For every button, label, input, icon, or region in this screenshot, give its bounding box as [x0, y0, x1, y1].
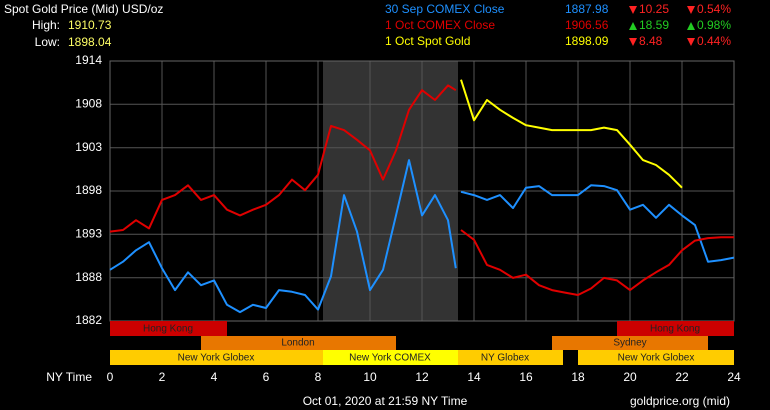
session-bar [201, 336, 396, 350]
x-tick-label: 18 [571, 370, 585, 384]
high-label: High: [32, 18, 60, 32]
change-arrow [629, 22, 637, 30]
x-tick-label: 22 [675, 370, 689, 384]
x-tick-label: 8 [315, 370, 322, 384]
session-bar [578, 350, 734, 365]
footer: Oct 01, 2020 at 21:59 NY Time [303, 394, 468, 408]
session-label: London [281, 338, 314, 349]
change-arrow [687, 38, 695, 46]
legend-change-pct: 0.98% [697, 18, 731, 32]
session-bar [110, 321, 227, 336]
x-tick-label: 10 [363, 370, 377, 384]
price-line [109, 159, 735, 314]
legend-change-pct: 0.54% [697, 2, 731, 16]
y-tick-label: 1908 [75, 96, 102, 110]
y-tick-label: 1898 [75, 183, 102, 197]
legend-entry: 1 Oct Spot Gold [385, 34, 470, 48]
legend-change: 18.59 [639, 18, 669, 32]
session-bar [110, 350, 323, 365]
session-label: New York COMEX [349, 353, 431, 364]
low-label: Low: [35, 35, 60, 49]
x-tick-label: 12 [415, 370, 429, 384]
legend: 30 Sep COMEX Close 1887.98 10.25 0.54% 1 Oct… [385, 2, 731, 48]
session-bar [458, 350, 563, 365]
session-bar [323, 350, 458, 365]
session-bar [617, 321, 734, 336]
x-tick-label: 20 [623, 370, 637, 384]
y-tick-label: 1888 [75, 270, 102, 284]
session-label: Hong Kong [143, 324, 193, 335]
change-arrow [629, 6, 637, 14]
plot-border [109, 60, 735, 322]
legend-price: 1887.98 [565, 2, 609, 16]
y-tick-label: 1914 [75, 53, 102, 67]
x-tick-label: 4 [211, 370, 218, 384]
session-label: Sydney [613, 338, 646, 349]
low-value: 1898.04 [68, 35, 112, 49]
session-bar [552, 336, 708, 350]
lines [109, 79, 735, 314]
legend-entry: 1 Oct COMEX Close [385, 18, 495, 32]
x-axis-label: NY Time [46, 370, 92, 384]
legend-price: 1906.56 [565, 18, 609, 32]
x-tick-label: 2 [159, 370, 166, 384]
legend-entry: 30 Sep COMEX Close [385, 2, 505, 16]
legend-change: 8.48 [639, 34, 663, 48]
legend-change: 10.25 [639, 2, 669, 16]
legend-price: 1898.09 [565, 34, 609, 48]
x-tick-label: 6 [263, 370, 270, 384]
session-label: NY Globex [481, 353, 529, 364]
x-tick-label: 0 [107, 370, 114, 384]
legend-change-pct: 0.44% [697, 34, 731, 48]
session-label: Hong Kong [650, 324, 700, 335]
price-line [109, 84, 734, 296]
source: goldprice.org (mid) [630, 394, 730, 408]
x-tick-label: 24 [727, 370, 741, 384]
high-value: 1910.73 [68, 18, 112, 32]
session-label: New York Globex [178, 353, 255, 364]
price-line [460, 79, 683, 189]
y-tick-label: 1882 [75, 313, 102, 327]
change-arrow [687, 6, 695, 14]
change-arrow [687, 22, 695, 30]
session-label: New York Globex [618, 353, 695, 364]
chart-title: Spot Gold Price (Mid) USD/oz [4, 2, 163, 16]
change-arrow [629, 38, 637, 46]
x-tick-label: 16 [519, 370, 533, 384]
x-tick-label: 14 [467, 370, 481, 384]
y-tick-label: 1893 [75, 226, 102, 240]
y-tick-label: 1903 [75, 140, 102, 154]
